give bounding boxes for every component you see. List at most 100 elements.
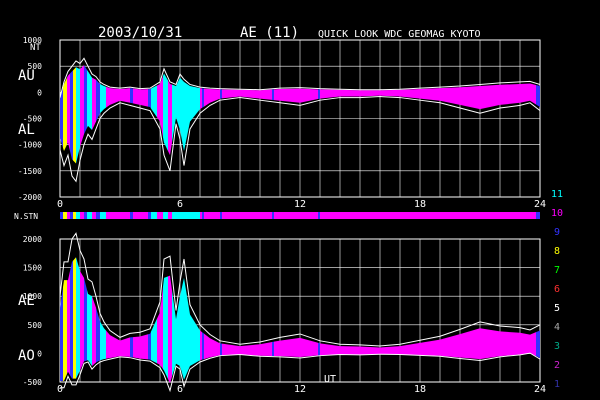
station-bar: N.STN: [14, 212, 540, 221]
station-fill-segment: [130, 88, 133, 104]
station-fill-segment: [70, 260, 73, 379]
y-tick-label: 1000: [23, 292, 42, 301]
station-bar-segment: [274, 212, 318, 219]
station-bar-segment: [220, 212, 222, 219]
station-bar-segment: [106, 212, 130, 219]
series-ao-line: [60, 352, 541, 393]
ae-ao-y-ticks: 2000 1500 1000 500 0 -500: [23, 235, 42, 387]
legend-entry: 5: [554, 303, 560, 314]
station-fill-segment: [163, 73, 168, 151]
station-bar-segment: [80, 212, 84, 219]
station-fill-segment: [87, 289, 92, 366]
station-fill-segment: [63, 77, 67, 151]
x-tick-label: 6: [177, 199, 183, 210]
y-tick-label: 2000: [23, 235, 42, 244]
station-fill-segment: [151, 85, 157, 118]
station-fill-segment: [272, 89, 274, 101]
series-ae-line: [59, 232, 541, 347]
station-fill-segment: [92, 77, 96, 131]
x-tick-label: 24: [534, 199, 546, 210]
station-bar-label: N.STN: [14, 212, 38, 221]
x-tick-label: 12: [294, 384, 306, 395]
station-fill-segment: [274, 337, 318, 358]
x-tick-label: 12: [294, 199, 306, 210]
station-bar-segments: [60, 212, 540, 219]
y-tick-label: -1500: [18, 167, 42, 176]
station-fill-segment: [60, 287, 63, 381]
station-fill-segment: [76, 257, 80, 379]
station-fill-segment: [87, 69, 92, 131]
x-tick-label: 6: [177, 384, 183, 395]
station-fill-segment: [157, 76, 163, 138]
station-fill-segment: [73, 67, 76, 164]
station-bar-segment: [202, 212, 204, 219]
y-tick-label: -1000: [18, 141, 42, 150]
au-al-y-ticks: 1000 500 0 -500 -1000 -1500 -2000: [18, 36, 42, 202]
station-fill-segment: [536, 85, 540, 107]
station-bar-segment: [148, 212, 151, 219]
legend-entry: 6: [554, 284, 560, 295]
station-bar-segment: [60, 212, 63, 219]
legend-entry: 3: [554, 341, 560, 352]
station-fill-segment: [133, 334, 148, 360]
station-fill-segment: [222, 342, 272, 356]
y-tick-label: -500: [23, 115, 42, 124]
au-al-x-ticks: 0 6 12 18 24: [57, 199, 546, 210]
ae-ao-x-ticks: 0 6 12 18 24: [57, 384, 546, 395]
series-au-line: [59, 57, 541, 98]
station-bar-segment: [204, 212, 220, 219]
station-fill-segment: [204, 88, 220, 107]
station-bar-segment: [73, 212, 76, 219]
station-fill-segment: [60, 87, 63, 148]
station-bar-segment: [76, 212, 80, 219]
station-fill-segment: [106, 330, 130, 359]
station-bar-segment: [172, 212, 200, 219]
station-bar-segment: [163, 212, 168, 219]
station-fill-segment: [148, 88, 151, 109]
x-tick-label: 0: [57, 384, 63, 395]
legend-entry: 9: [554, 227, 560, 238]
station-fill-segment: [200, 330, 202, 361]
station-bar-segment: [200, 212, 202, 219]
ae-ao-grid: [60, 238, 540, 383]
station-bar-segment: [92, 212, 96, 219]
au-al-panel: 1000 500 0 -500 -1000 -1500 -2000 NT AU AL 0 6 1…: [18, 36, 546, 210]
legend-entry: 2: [554, 360, 560, 371]
y-tick-label: 500: [28, 62, 43, 71]
x-tick-label: 18: [414, 199, 426, 210]
station-count-legend: 11 10 9 8 7 6 5 4 3 2 1: [551, 189, 563, 390]
legend-entry: 10: [551, 208, 563, 219]
legend-entry: 11: [551, 189, 563, 200]
station-fill-segment: [84, 277, 87, 362]
y-tick-label: -2000: [18, 193, 42, 202]
legend-entry: 7: [554, 265, 560, 276]
legend-entry: 8: [554, 246, 560, 257]
station-fill-segment: [106, 86, 130, 108]
station-bar-segment: [87, 212, 92, 219]
station-fill-segment: [63, 280, 67, 381]
station-fill-segment: [76, 67, 80, 164]
ao-label: AO: [18, 348, 35, 364]
station-bar-segment: [272, 212, 274, 219]
station-fill-segment: [100, 83, 106, 114]
y-tick-label: 0: [37, 349, 42, 358]
station-bar-segment: [67, 212, 70, 219]
station-fill-segment: [130, 337, 133, 358]
station-bar-segment: [130, 212, 133, 219]
station-fill-segment: [80, 65, 84, 147]
station-bar-segment: [320, 212, 536, 219]
index-title: AE (11): [240, 25, 299, 41]
station-bar-segment: [157, 212, 163, 219]
station-fill-segment: [70, 70, 73, 161]
station-bar-segment: [63, 212, 67, 219]
station-fill-segment: [204, 333, 220, 360]
station-fill-segment: [148, 331, 151, 361]
station-bar-segment: [151, 212, 157, 219]
station-bar-segment: [168, 212, 172, 219]
y-tick-label: -500: [23, 378, 42, 387]
source-title: QUICK LOOK WDC GEOMAG KYOTO: [318, 29, 481, 40]
station-fill-segment: [73, 257, 76, 379]
ae-ao-fill: [60, 257, 540, 384]
station-bar-segment: [96, 212, 100, 219]
station-fill-segment: [168, 80, 172, 156]
